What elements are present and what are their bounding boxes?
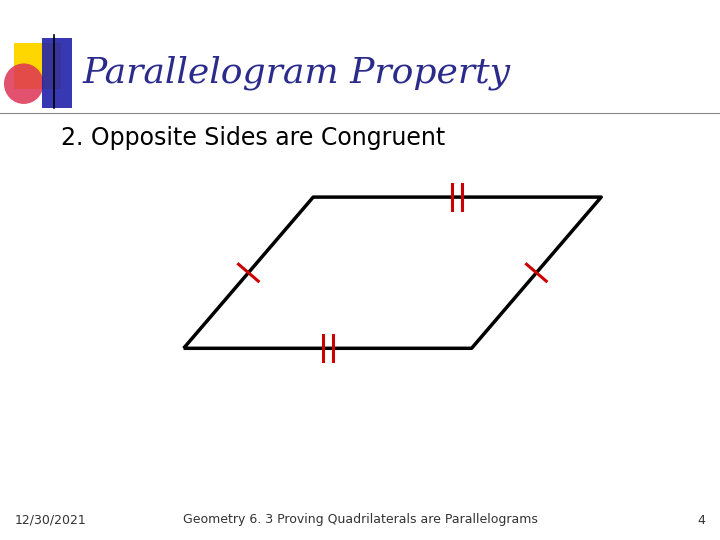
Ellipse shape — [4, 63, 44, 104]
Text: 4: 4 — [698, 514, 706, 526]
Text: 12/30/2021: 12/30/2021 — [14, 514, 86, 526]
Text: 2. Opposite Sides are Congruent: 2. Opposite Sides are Congruent — [61, 126, 446, 150]
Text: Parallelogram Property: Parallelogram Property — [83, 56, 510, 90]
Bar — [42, 38, 72, 108]
Text: Geometry 6. 3 Proving Quadrilaterals are Parallelograms: Geometry 6. 3 Proving Quadrilaterals are… — [183, 514, 537, 526]
Bar — [14, 43, 61, 89]
